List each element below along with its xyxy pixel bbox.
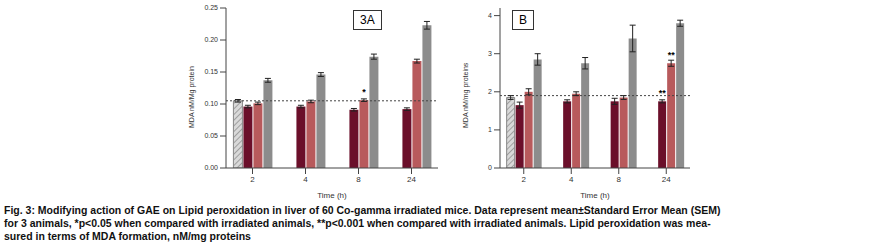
html-text:Fig. 3: Modifying action of GA: Fig. 3: Modifying action of GAE on Lipid…	[4, 204, 721, 216]
svg-text:4: 4	[488, 12, 492, 19]
svg-text:0.10: 0.10	[204, 100, 218, 107]
svg-text:2: 2	[522, 175, 527, 184]
svg-text:0.25: 0.25	[204, 4, 218, 11]
html-text:for 3 animals, *p<0.05 when co: for 3 animals, *p<0.05 when compared wit…	[4, 217, 711, 229]
svg-text:0.15: 0.15	[204, 68, 218, 75]
svg-text:MDA nM/Mg protein: MDA nM/Mg protein	[188, 66, 196, 128]
svg-text:8: 8	[617, 175, 622, 184]
svg-text:0: 0	[488, 164, 492, 171]
svg-text:2: 2	[488, 88, 492, 95]
svg-text:0.20: 0.20	[204, 36, 218, 43]
svg-text:0.00: 0.00	[204, 164, 218, 171]
svg-text:Time (h): Time (h)	[580, 191, 610, 200]
svg-text:4: 4	[569, 175, 574, 184]
svg-text:1: 1	[488, 126, 492, 133]
svg-text:**: **	[668, 50, 676, 60]
svg-text:3: 3	[488, 50, 492, 57]
svg-text:MDA nM/mg proteins: MDA nM/mg proteins	[462, 62, 470, 128]
html-text:sured in terms of MDA formatio: sured in terms of MDA formation, nM/mg p…	[4, 230, 251, 242]
svg-text:2: 2	[250, 175, 255, 184]
svg-text:24: 24	[662, 175, 671, 184]
svg-text:8: 8	[356, 175, 361, 184]
svg-text:*: *	[362, 87, 366, 97]
svg-text:4: 4	[303, 175, 308, 184]
html-text:3A: 3A	[360, 13, 375, 27]
html-text:B: B	[519, 13, 527, 27]
svg-text:Time (h): Time (h)	[317, 191, 347, 200]
svg-text:0.05: 0.05	[204, 132, 218, 139]
svg-text:**: **	[659, 88, 667, 98]
svg-text:24: 24	[407, 175, 416, 184]
